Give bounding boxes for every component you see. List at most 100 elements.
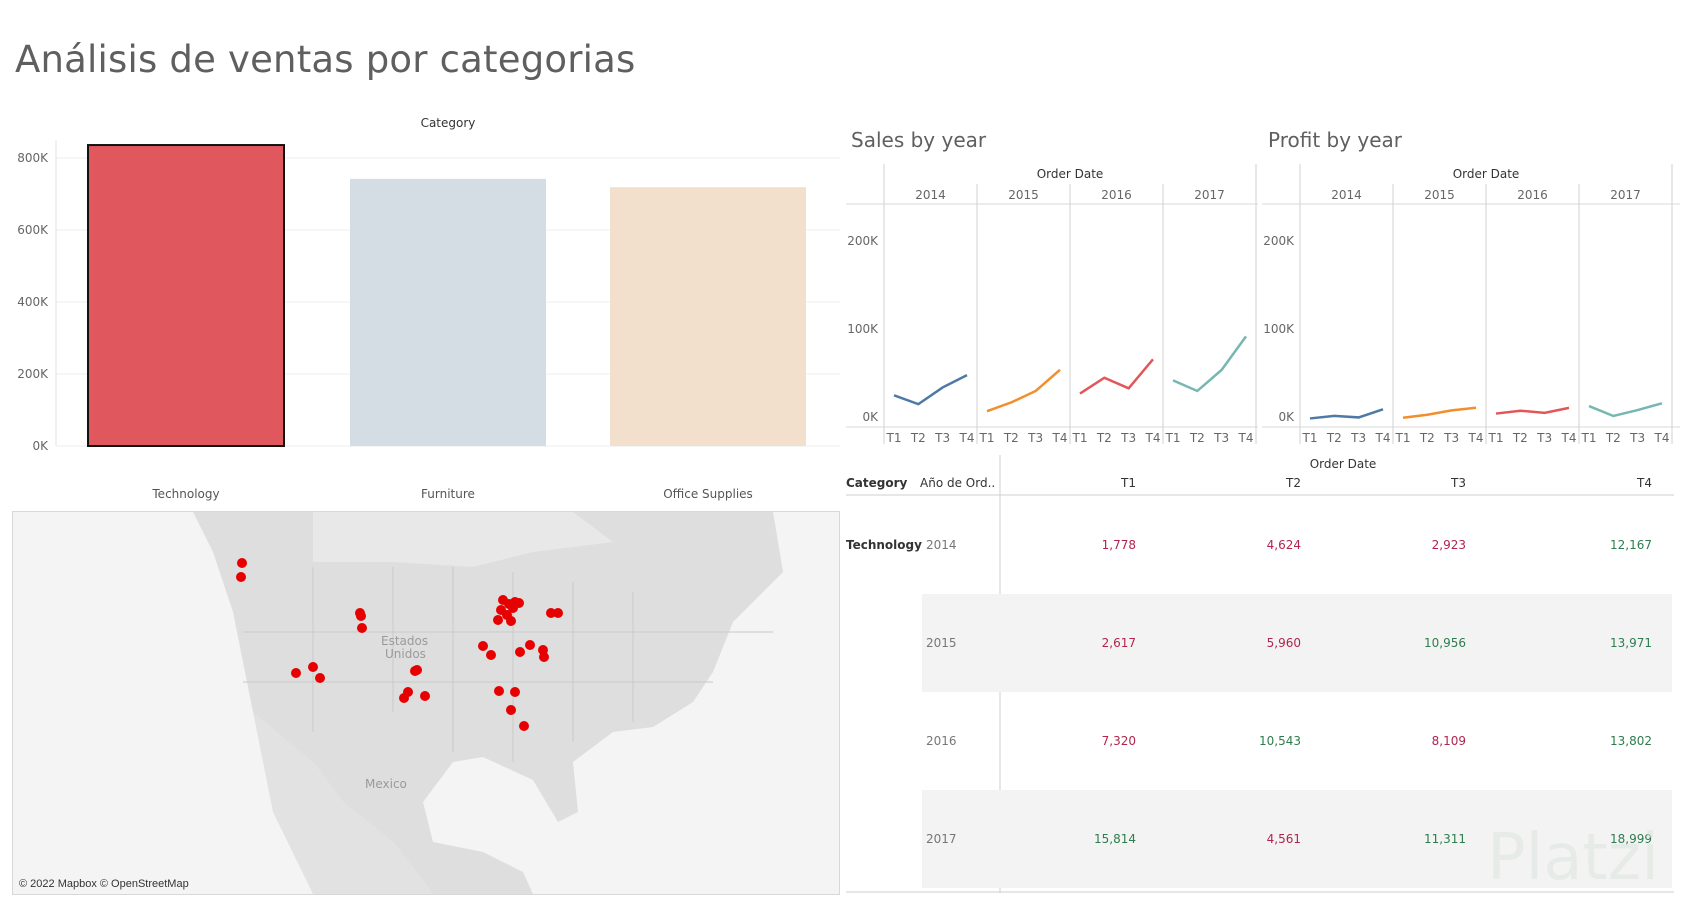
map-marker[interactable] (553, 608, 563, 618)
map-marker[interactable] (493, 615, 503, 625)
table-row-band (922, 594, 1672, 692)
profit-by-year-chart[interactable]: Order Date 0K 100K 200K 2014 T1 T2 T3 T4 2015 T1 T2… (1262, 160, 1680, 450)
line-year-label: 2014 (915, 188, 946, 202)
bar-category-label: Technology (151, 487, 219, 501)
line-y-tick: 0K (862, 410, 879, 424)
map-marker[interactable] (514, 598, 524, 608)
map-marker[interactable] (356, 611, 366, 621)
map-marker[interactable] (525, 640, 535, 650)
profit-table[interactable]: Order Date Category Año de Ord.. T1 T2 T3 T4 Te… (846, 455, 1674, 893)
map-marker[interactable] (515, 647, 525, 657)
table-col-year: Año de Ord.. (920, 476, 995, 490)
map-marker[interactable] (236, 572, 246, 582)
map-marker[interactable] (506, 705, 516, 715)
map-marker[interactable] (546, 608, 556, 618)
map-marker[interactable] (519, 721, 529, 731)
map-marker[interactable] (291, 668, 301, 678)
category-bar-chart[interactable]: Category 0K 200K 400K 600K 800K Technology Furn… (0, 118, 845, 506)
map-canvas[interactable]: Estados Unidos Mexico (13, 512, 839, 894)
map-marker[interactable] (539, 652, 549, 662)
line-quarter-label: T3 (1027, 431, 1043, 445)
line-quarter-label: T2 (1003, 431, 1019, 445)
line-year-label: 2017 (1610, 188, 1641, 202)
map-marker[interactable] (510, 687, 520, 697)
sales-map[interactable]: Estados Unidos Mexico © 2022 Mapbox © Op… (12, 511, 840, 895)
sales-by-year-chart[interactable]: Order Date 0K 100K 200K 2014 T1 T2 T3 T4 2015 T1 T2… (846, 160, 1258, 450)
table-value-cell: 1,778 (1102, 538, 1136, 552)
land-usa (193, 512, 783, 894)
table-year-cell: 2014 (926, 538, 957, 552)
line-series-2014[interactable] (1309, 408, 1384, 420)
table-value-cell: 13,802 (1610, 734, 1652, 748)
table-category-cell: Technology (846, 538, 922, 552)
bar-furniture[interactable] (350, 178, 546, 446)
land-canada (313, 512, 613, 567)
line-series-2014[interactable] (893, 374, 968, 406)
line-quarter-label: T4 (1238, 431, 1254, 445)
line-year-label: 2015 (1008, 188, 1039, 202)
line-series-2017[interactable] (1588, 402, 1663, 418)
line-quarter-label: T1 (1395, 431, 1411, 445)
line-year-label: 2016 (1101, 188, 1132, 202)
table-value-cell: 10,543 (1259, 734, 1301, 748)
line-series-2016[interactable] (1495, 406, 1570, 415)
map-marker[interactable] (506, 616, 516, 626)
line-quarter-label: T1 (979, 431, 995, 445)
map-marker[interactable] (486, 650, 496, 660)
map-credit: © 2022 Mapbox © OpenStreetMap (19, 878, 189, 890)
table-col-quarter: T1 (1120, 476, 1136, 490)
line-quarter-label: T2 (1419, 431, 1435, 445)
profit-chart-title: Profit by year (1268, 128, 1403, 152)
map-marker[interactable] (357, 623, 367, 633)
line-series-2015[interactable] (986, 368, 1061, 413)
land-mexico (253, 712, 433, 894)
line-series-2016[interactable] (1079, 358, 1154, 395)
state-borders (243, 567, 773, 762)
bar-technology[interactable] (87, 144, 285, 447)
line-year-label: 2014 (1331, 188, 1362, 202)
map-marker[interactable] (403, 687, 413, 697)
line-quarter-label: T4 (1375, 431, 1391, 445)
table-year-cell: 2015 (926, 636, 957, 650)
bar-category-label: Furniture (421, 487, 475, 501)
line-y-tick: 100K (847, 322, 879, 336)
bar-y-tick: 600K (17, 223, 49, 237)
map-marker[interactable] (308, 662, 318, 672)
map-label-mexico: Mexico (365, 777, 407, 791)
line-axis-title: Order Date (1453, 167, 1520, 181)
line-y-tick: 200K (847, 234, 879, 248)
table-value-cell: 11,311 (1424, 832, 1466, 846)
map-marker[interactable] (315, 673, 325, 683)
line-quarter-label: T3 (1120, 431, 1136, 445)
platzi-watermark: Platzi (1486, 821, 1659, 895)
map-marker[interactable] (412, 665, 422, 675)
line-quarter-label: T1 (1165, 431, 1181, 445)
line-series-2017[interactable] (1172, 335, 1248, 393)
bar-office-supplies[interactable] (610, 187, 806, 446)
bar-chart-title: Category (421, 118, 476, 130)
map-marker[interactable] (494, 686, 504, 696)
map-labels: Estados Unidos Mexico (365, 634, 428, 791)
line-quarter-label: T1 (1072, 431, 1088, 445)
line-quarter-label: T3 (934, 431, 950, 445)
table-year-cell: 2017 (926, 832, 957, 846)
line-quarter-label: T3 (1536, 431, 1552, 445)
map-markers[interactable] (236, 558, 563, 731)
table-value-cell: 15,814 (1094, 832, 1136, 846)
line-series-2015[interactable] (1402, 406, 1477, 419)
table-value-cell: 18,999 (1610, 832, 1652, 846)
map-marker[interactable] (478, 641, 488, 651)
table-row-band (922, 790, 1672, 888)
table-value-cell: 2,617 (1102, 636, 1136, 650)
map-marker[interactable] (237, 558, 247, 568)
bar-category-label: Office Supplies (663, 487, 753, 501)
line-y-tick: 200K (1263, 234, 1295, 248)
line-year-label: 2016 (1517, 188, 1548, 202)
table-value-cell: 5,960 (1267, 636, 1301, 650)
line-quarter-label: T1 (1581, 431, 1597, 445)
line-quarter-label: T2 (1096, 431, 1112, 445)
map-marker[interactable] (420, 691, 430, 701)
table-value-cell: 12,167 (1610, 538, 1652, 552)
table-col-quarter: T4 (1636, 476, 1652, 490)
table-value-cell: 13,971 (1610, 636, 1652, 650)
